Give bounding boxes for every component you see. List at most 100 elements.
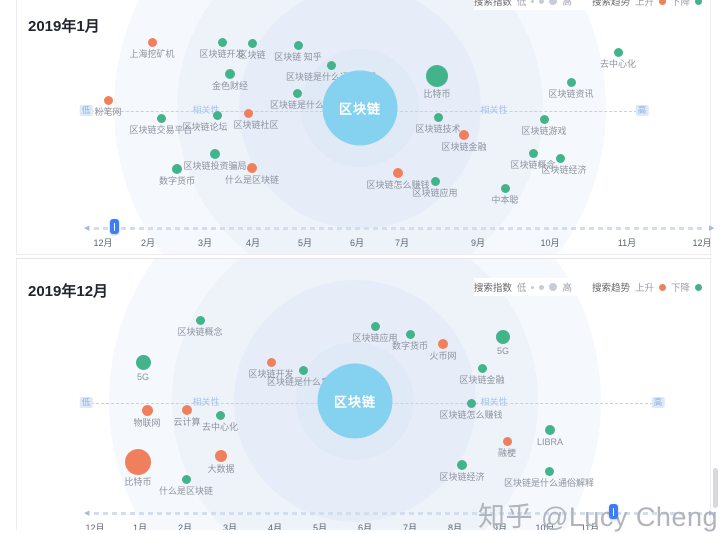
- timeline-slider[interactable]: [609, 504, 618, 519]
- bubble-point[interactable]: [225, 69, 235, 79]
- bubble-point[interactable]: [528, 148, 538, 158]
- legend-trend-down: 下降: [670, 283, 690, 294]
- bubble-label: 区块链应用: [412, 187, 458, 198]
- panel-title: 2019年12月: [28, 283, 109, 301]
- timeline-prev-arrow-icon[interactable]: ◀: [84, 510, 90, 517]
- trend-up-dot-icon: [658, 0, 666, 5]
- bubble-point[interactable]: [326, 60, 336, 70]
- bubble-point[interactable]: [430, 176, 440, 186]
- bubble-point[interactable]: [370, 321, 380, 331]
- bubble-label: 区块链开发: [248, 368, 294, 379]
- bubble-point[interactable]: [500, 183, 510, 193]
- bubble-point[interactable]: [426, 65, 448, 87]
- bubble-point[interactable]: [156, 113, 166, 123]
- axis-low-tag: 低: [79, 105, 93, 116]
- index-dot-medium-icon: [539, 0, 545, 4]
- bubble-label: 区块链金融: [441, 142, 487, 152]
- bubble-label: 区块链概念: [177, 326, 223, 337]
- bubble-point[interactable]: [433, 112, 443, 122]
- bubble-label: 区块链是什么通俗解释: [285, 71, 377, 82]
- bubble-point[interactable]: [405, 329, 415, 339]
- bubble-point[interactable]: [125, 449, 151, 475]
- legend-index-low: 低: [516, 283, 527, 294]
- bubble-label: 区块链应用: [352, 332, 398, 343]
- bubble-label: 区块链: [238, 49, 266, 60]
- bubble-point[interactable]: [135, 354, 151, 370]
- bubble-point[interactable]: [466, 398, 476, 408]
- bubble-point[interactable]: [247, 38, 257, 48]
- bubble-label: 区块链交易平台: [129, 124, 193, 135]
- timeline-track[interactable]: [94, 227, 706, 230]
- legend-trend-label: 搜索趋势: [591, 283, 630, 294]
- trend-down-dot-icon: [695, 0, 702, 5]
- bubble-point[interactable]: [298, 365, 308, 375]
- timeline-slider[interactable]: [110, 219, 119, 234]
- scrollbar-thumb[interactable]: [713, 468, 718, 508]
- bubble-point[interactable]: [393, 168, 403, 178]
- panel-january: 低 高 相关性 相关性 区块链 上海挖矿机 区块链开发 区块链 区块链 知乎 金色财经区…: [0, 0, 720, 255]
- bubble-point[interactable]: [539, 114, 549, 124]
- bubble-point[interactable]: [457, 460, 467, 470]
- axis-relevance-label: 相关性: [480, 105, 508, 115]
- bubble-point[interactable]: [293, 40, 303, 50]
- bubble-point[interactable]: [217, 37, 227, 47]
- timeline-track[interactable]: [94, 512, 706, 515]
- axis-relevance-label: 相关性: [480, 397, 508, 407]
- bubble-label: LIBRA: [536, 437, 564, 447]
- timeline-next-arrow-icon[interactable]: ▶: [709, 510, 715, 517]
- center-keyword-bubble[interactable]: 区块链: [317, 363, 393, 439]
- bubble-point[interactable]: [195, 315, 205, 325]
- center-keyword-bubble[interactable]: 区块链: [322, 70, 398, 146]
- bubble-point[interactable]: [438, 339, 448, 349]
- bubble-point[interactable]: [266, 357, 276, 367]
- bubble-point[interactable]: [545, 425, 555, 435]
- bubble-label: 区块链是什么通俗解释: [503, 477, 595, 488]
- timeline-month: 10月: [540, 238, 560, 248]
- bubble-label: 什么是区块链: [224, 175, 280, 185]
- axis-low-tag: 低: [79, 397, 93, 408]
- bubble-point[interactable]: [103, 95, 113, 105]
- bubble-point[interactable]: [613, 47, 623, 57]
- bubble-point[interactable]: [555, 153, 565, 163]
- bubble-point[interactable]: [147, 37, 157, 47]
- timeline-month: 12月: [93, 238, 113, 248]
- bubble-point[interactable]: [292, 88, 302, 98]
- timeline-prev-arrow-icon[interactable]: ◀: [84, 225, 90, 232]
- bubble-point[interactable]: [502, 436, 512, 446]
- bubble-point[interactable]: [496, 330, 510, 344]
- bubble-plot: 低 高 相关性 相关性 区块链 区块链概念 5G 区块链开发 区块链是什么意思 区块链应…: [0, 258, 720, 530]
- bubble-point[interactable]: [247, 163, 257, 173]
- panel-border: [710, 258, 711, 530]
- bubble-point[interactable]: [215, 410, 225, 420]
- bubble-point[interactable]: [566, 77, 576, 87]
- index-dot-small-icon: [531, 285, 535, 289]
- bubble-point[interactable]: [544, 466, 554, 476]
- timeline-month: 5月: [312, 523, 328, 530]
- bubble-point[interactable]: [477, 363, 487, 373]
- timeline-month: 9月: [492, 523, 508, 530]
- bubble-label: 比特币: [124, 477, 152, 487]
- bubble-point[interactable]: [243, 108, 253, 118]
- bubble-label: 粉笔网: [94, 106, 122, 117]
- bubble-point[interactable]: [172, 164, 182, 174]
- timeline-next-arrow-icon[interactable]: ▶: [709, 225, 715, 232]
- timeline-month: 7月: [402, 523, 418, 530]
- bubble-point[interactable]: [459, 130, 469, 140]
- bubble-label: 区块链经济: [541, 164, 587, 175]
- timeline-month: 6月: [349, 238, 365, 248]
- bubble-point[interactable]: [215, 450, 227, 462]
- panel-divider: [16, 254, 711, 255]
- axis-relevance-label: 相关性: [192, 397, 220, 407]
- bubble-point[interactable]: [212, 110, 222, 120]
- timeline-month: 12月: [692, 238, 712, 248]
- bubble-label: 金色财经: [211, 81, 249, 91]
- bubble-point[interactable]: [182, 405, 192, 415]
- legend-index-label: 搜索指数: [473, 283, 512, 294]
- bubble-point[interactable]: [181, 474, 191, 484]
- index-dot-medium-icon: [539, 284, 545, 290]
- timeline-month: 10月: [535, 523, 555, 530]
- bubble-point[interactable]: [210, 149, 220, 159]
- bubble-point[interactable]: [141, 404, 153, 416]
- timeline-month: 5月: [297, 238, 313, 248]
- timeline-month: 6月: [357, 523, 373, 530]
